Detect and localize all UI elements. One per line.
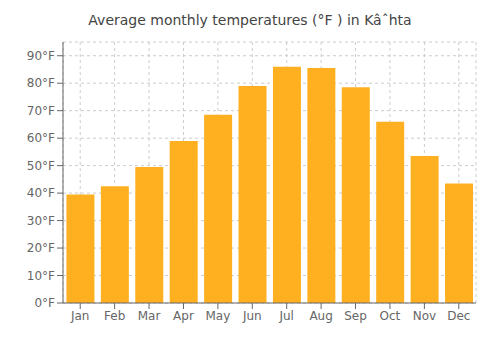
svg-text:80°F: 80°F bbox=[27, 76, 55, 90]
svg-text:0°F: 0°F bbox=[34, 296, 55, 310]
svg-text:May: May bbox=[205, 309, 230, 323]
svg-text:Dec: Dec bbox=[447, 309, 470, 323]
svg-text:Mar: Mar bbox=[138, 309, 161, 323]
svg-text:Oct: Oct bbox=[380, 309, 401, 323]
svg-text:Aug: Aug bbox=[309, 309, 332, 323]
svg-text:Nov: Nov bbox=[413, 309, 436, 323]
svg-text:Sep: Sep bbox=[344, 309, 367, 323]
svg-text:Apr: Apr bbox=[173, 309, 194, 323]
svg-text:Jun: Jun bbox=[242, 309, 262, 323]
svg-text:Jan: Jan bbox=[70, 309, 90, 323]
svg-text:20°F: 20°F bbox=[27, 241, 55, 255]
svg-text:40°F: 40°F bbox=[27, 186, 55, 200]
svg-text:90°F: 90°F bbox=[27, 49, 55, 63]
svg-text:10°F: 10°F bbox=[27, 269, 55, 283]
svg-text:70°F: 70°F bbox=[27, 104, 55, 118]
svg-text:50°F: 50°F bbox=[27, 159, 55, 173]
svg-text:Jul: Jul bbox=[278, 309, 293, 323]
svg-text:60°F: 60°F bbox=[27, 131, 55, 145]
svg-text:30°F: 30°F bbox=[27, 214, 55, 228]
html-text:Average monthly temperatures (: Average monthly temperatures (°F ) in Kâ… bbox=[88, 12, 412, 28]
svg-text:Feb: Feb bbox=[104, 309, 125, 323]
